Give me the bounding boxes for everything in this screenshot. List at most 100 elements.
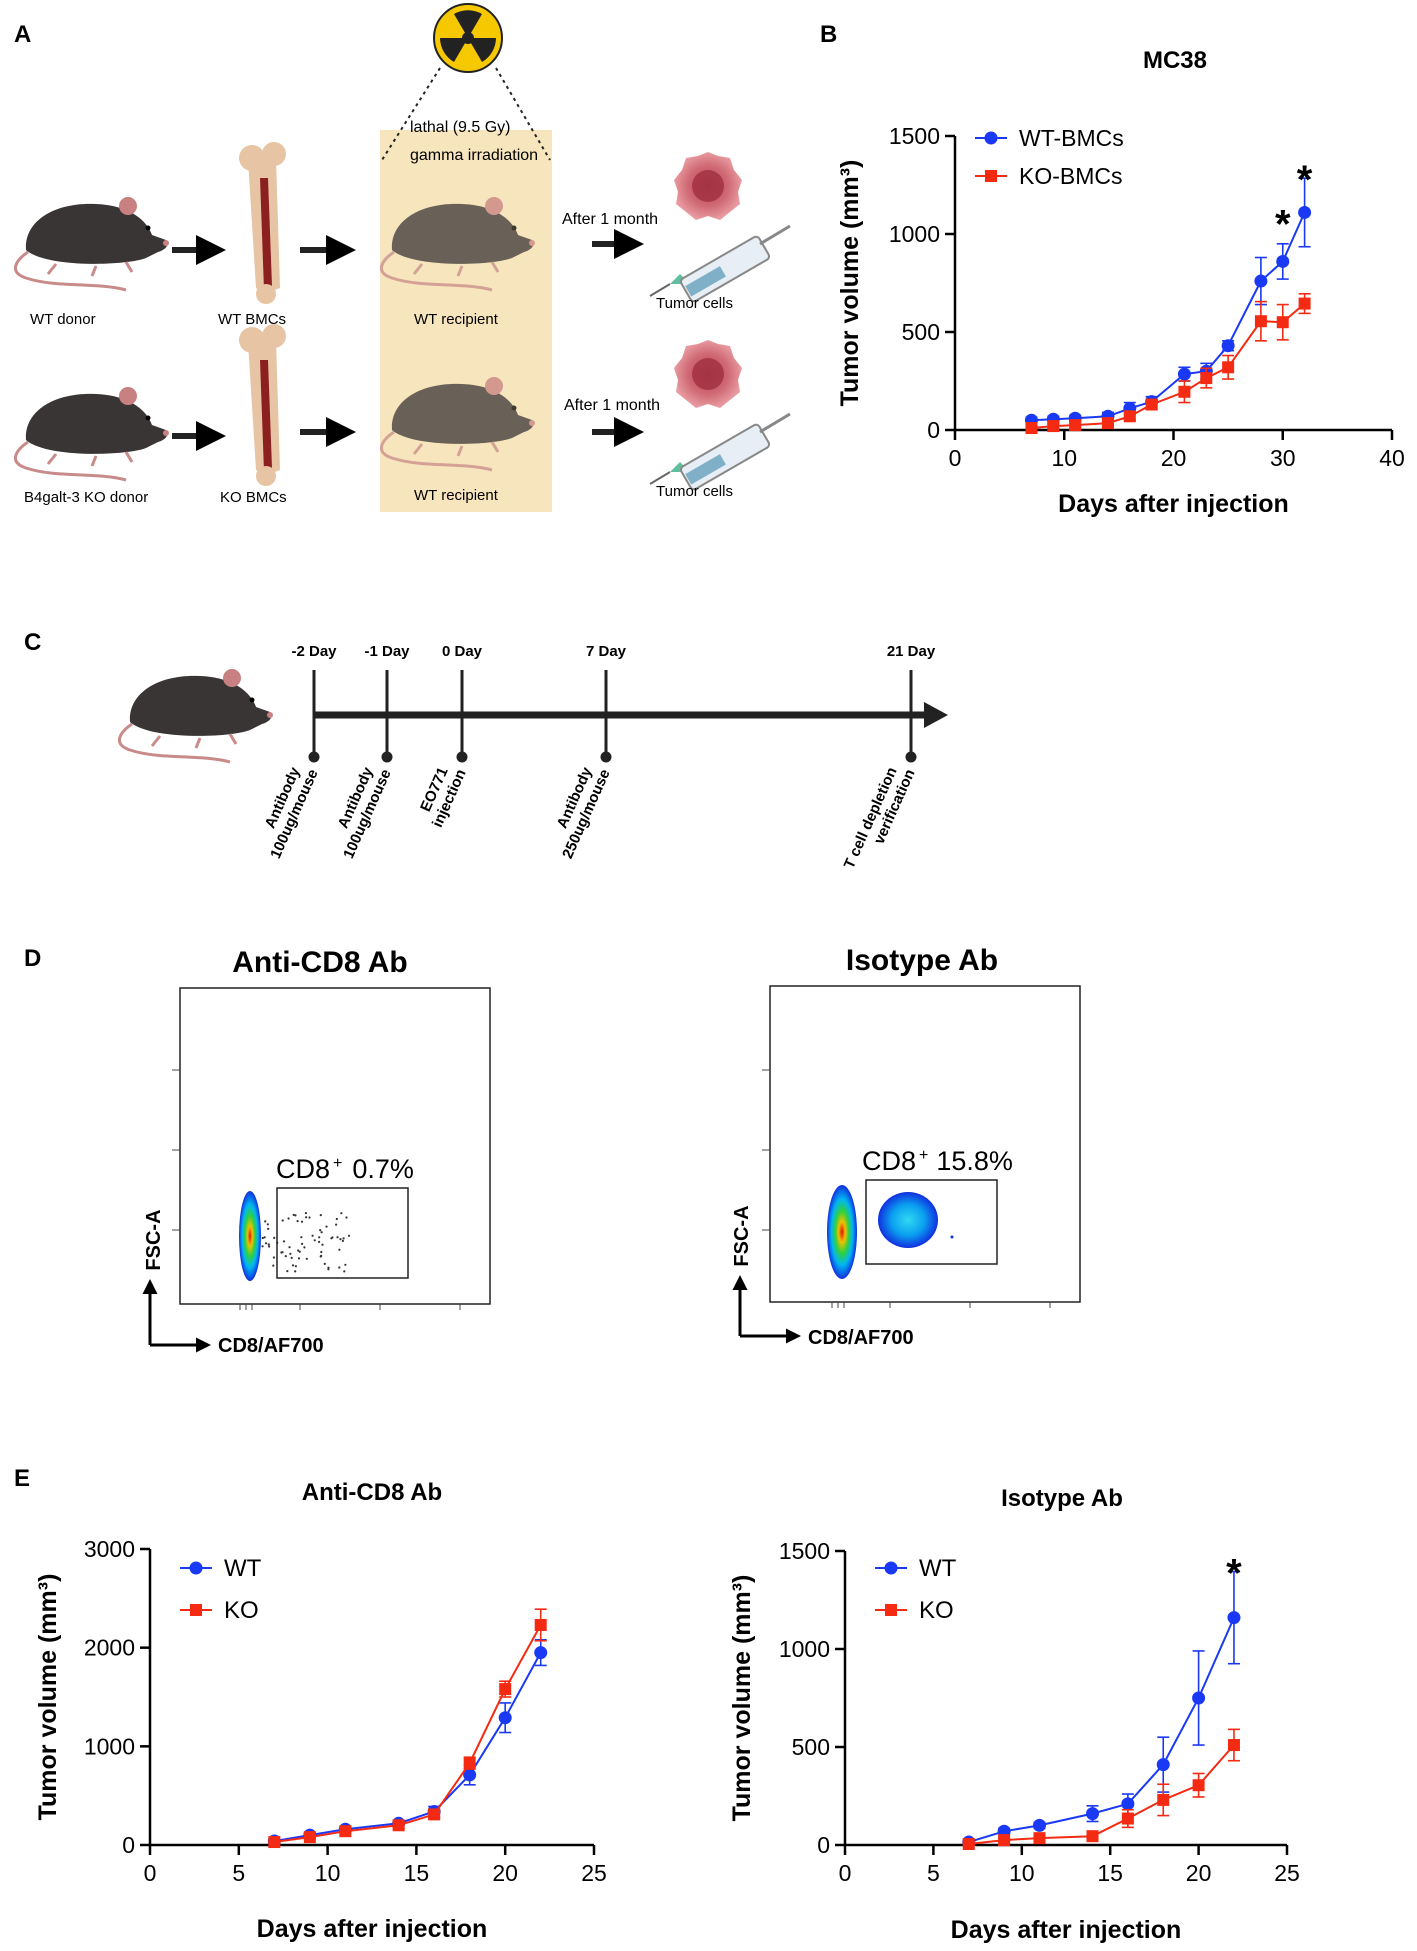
- data-point-KO: [1033, 1832, 1046, 1845]
- y-tick-label: 1000: [779, 1636, 830, 1662]
- panel-label-a: A: [14, 21, 31, 48]
- panel-label-b: B: [820, 21, 837, 48]
- x-tick-label: 5: [232, 1860, 245, 1886]
- y-tick-label: 0: [122, 1832, 135, 1858]
- x-tick-label: 15: [1097, 1860, 1123, 1886]
- timeline-day-label-2: 0 Day: [442, 643, 483, 660]
- flow-event-dot: [264, 1242, 268, 1245]
- flow-event-dot: [281, 1219, 284, 1222]
- x-tick-label: 10: [1051, 445, 1077, 471]
- y-tick-label: 0: [817, 1832, 830, 1858]
- flow-event-dot: [287, 1217, 290, 1220]
- flow-event-dot: [303, 1246, 306, 1249]
- flow-event-dot: [297, 1257, 301, 1260]
- ko-recipient-label: WT recipient: [414, 487, 499, 504]
- y-tick-label: 0: [927, 417, 940, 443]
- flow-event-dot: [304, 1212, 307, 1215]
- tumor-cell-icon: [674, 152, 742, 220]
- ko-bone-icon: [239, 324, 286, 486]
- y-tick-label: 1000: [889, 221, 940, 247]
- flow-event-dot: [325, 1225, 328, 1228]
- wt-bone-icon: [239, 142, 286, 304]
- flow-event-dot: [340, 1212, 343, 1215]
- legend-marker: [885, 1604, 897, 1616]
- flow-event-dot: [272, 1256, 275, 1259]
- flow-event-dot: [305, 1216, 308, 1219]
- flow-right-population-pos: [878, 1192, 938, 1248]
- data-point-KO: [998, 1834, 1011, 1847]
- data-point-WT: [534, 1646, 548, 1660]
- wt-donor-mouse-icon: [13, 195, 171, 292]
- data-point-KO: [428, 1808, 441, 1821]
- flow-event-dot: [331, 1236, 334, 1239]
- data-point-KO-BMCs: [1276, 316, 1289, 329]
- flow-event-dot: [261, 1245, 264, 1248]
- x-tick-label: 0: [144, 1860, 157, 1886]
- flow-event-dot: [284, 1255, 287, 1258]
- timeline-dot-0: [308, 751, 320, 763]
- x-tick-label: 0: [839, 1860, 852, 1886]
- flow-event-dot: [335, 1217, 338, 1221]
- data-point-WT-BMCs: [1221, 339, 1235, 353]
- legend-label-KO: KO: [224, 1597, 259, 1624]
- y-axis-label: Tumor volume (mm³): [836, 160, 864, 407]
- flow-right-frame: [769, 985, 1081, 1303]
- x-tick-label: 40: [1379, 445, 1405, 471]
- flow-event-dot: [291, 1264, 295, 1267]
- ko-donor-mouse-icon: [13, 385, 171, 482]
- flow-left-title: Anti-CD8 Ab: [232, 946, 408, 979]
- legend-label-KO-BMCs: KO-BMCs: [1019, 163, 1123, 189]
- flow-left-gate: [276, 1187, 409, 1279]
- flow-event-dot: [342, 1237, 345, 1240]
- data-point-KO: [1157, 1793, 1170, 1806]
- flow-left-gate-label: CD8 +0.7%: [276, 1154, 414, 1184]
- data-point-KO-BMCs: [1254, 315, 1267, 328]
- y-axis-label: Tumor volume (mm³): [34, 1574, 62, 1821]
- flow-event-dot: [298, 1250, 301, 1253]
- chart-title: Isotype Ab: [1001, 1485, 1123, 1512]
- data-point-WT-BMCs: [1254, 274, 1268, 288]
- data-point-KO: [1227, 1739, 1240, 1752]
- flow-event-dot: [319, 1214, 322, 1217]
- x-tick-label: 5: [927, 1860, 940, 1886]
- x-axis-label: Days after injection: [257, 1915, 488, 1943]
- data-point-KO-BMCs: [1145, 398, 1158, 411]
- flow-right-title: Isotype Ab: [846, 944, 998, 977]
- chart-title: Anti-CD8 Ab: [302, 1479, 442, 1506]
- timeline-dot-2: [456, 751, 468, 763]
- flow-event-dot: [338, 1266, 341, 1269]
- x-tick-label: 20: [1161, 445, 1187, 471]
- flow-event-dot: [318, 1240, 321, 1243]
- y-tick-label: 1500: [779, 1538, 830, 1564]
- flow-event-dot: [338, 1248, 341, 1251]
- radiation-icon: [433, 3, 503, 73]
- x-tick-label: 25: [1274, 1860, 1300, 1886]
- data-point-WT-BMCs: [1298, 205, 1312, 219]
- timeline-dot-3: [600, 751, 612, 763]
- x-tick-label: 0: [949, 445, 962, 471]
- flow-event-dot: [319, 1229, 322, 1232]
- x-tick-label: 15: [404, 1860, 430, 1886]
- flow-event-dot: [292, 1213, 295, 1216]
- x-axis-label: Days after injection: [1058, 490, 1289, 518]
- flow-event-dot: [263, 1236, 266, 1239]
- flow-event-dot: [313, 1239, 316, 1242]
- data-point-WT-BMCs: [1177, 367, 1191, 381]
- flow-event-dot: [273, 1236, 276, 1239]
- data-point-KO: [1192, 1779, 1205, 1792]
- x-tick-label: 30: [1270, 445, 1296, 471]
- panel-label-d: D: [24, 945, 41, 972]
- x-tick-label: 10: [315, 1860, 341, 1886]
- data-point-WT: [1121, 1797, 1135, 1811]
- flow-event-dot: [320, 1254, 323, 1257]
- data-point-WT: [1086, 1807, 1100, 1821]
- flow-left-frame: [179, 987, 491, 1305]
- chart-e-isotype: Isotype Ab 0 5 10 15 20 25 0 500 1000 1500 Days aft…: [728, 1485, 1300, 1944]
- data-point-KO-BMCs: [1069, 419, 1082, 432]
- flow-event-dot: [301, 1242, 304, 1245]
- flow-event-dot: [308, 1216, 311, 1219]
- data-point-KO-BMCs: [1178, 385, 1191, 398]
- data-point-WT: [1156, 1758, 1170, 1772]
- flow-left-ticks: [172, 1069, 461, 1310]
- data-point-KO: [1086, 1830, 1099, 1843]
